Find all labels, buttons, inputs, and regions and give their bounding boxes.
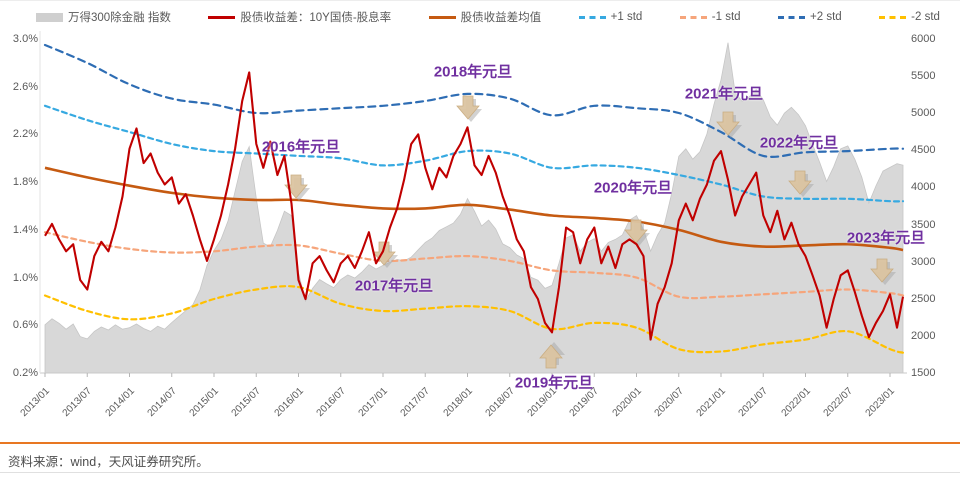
- legend-swatch-icon: [428, 15, 456, 19]
- legend-swatch-icon: [36, 12, 63, 22]
- legend-swatch-icon: [208, 15, 236, 19]
- chart-plot-svg: [39, 31, 907, 377]
- legend-swatch-icon: [879, 15, 907, 19]
- annotation-arrow-down-icon: [456, 95, 482, 122]
- annotation-label-7: 2023年元旦: [846, 229, 926, 247]
- legend-item-5: +2 std: [778, 11, 842, 23]
- legend-item-0: 万得300除金融 指数: [36, 9, 171, 25]
- annotation-label-0: 2016年元旦: [261, 138, 341, 156]
- annotation-arrow-down-icon: [716, 111, 742, 138]
- annotation-arrow-down-icon: [788, 170, 814, 197]
- left-axis-tick-label: 3.0%: [12, 33, 38, 45]
- legend-label: -2 std: [911, 11, 940, 23]
- right-axis-tick-label: 3000: [911, 255, 936, 268]
- p2-line: [43, 43, 905, 158]
- annotation-arrow-down-icon: [372, 241, 398, 268]
- legend-item-3: +1 std: [578, 11, 643, 23]
- m1-line: [43, 231, 905, 300]
- right-axis-tick-label: 1500: [911, 367, 936, 379]
- m2-line: [43, 285, 905, 354]
- legend-swatch-icon: [578, 15, 606, 19]
- legend-item-6: -2 std: [879, 11, 940, 23]
- annotation-arrow-down-icon: [870, 258, 896, 285]
- annotation-label-5: 2021年元旦: [684, 85, 764, 103]
- p1-line: [43, 104, 905, 203]
- left-axis-tick-label: 2.2%: [12, 128, 38, 141]
- legend-label: 股债收益差均值: [460, 12, 542, 24]
- left-axis-tick-label: 0.6%: [12, 319, 38, 332]
- annotation-label-6: 2022年元旦: [759, 134, 839, 152]
- right-axis-tick-label: 2000: [911, 329, 936, 342]
- right-axis-tick-label: 3500: [911, 218, 936, 231]
- annotation-label-1: 2017年元旦: [354, 277, 434, 295]
- legend-item-4: -1 std: [679, 11, 741, 23]
- left-axis-tick-label: 1.4%: [12, 223, 38, 236]
- annotation-label-2: 2018年元旦: [433, 63, 513, 81]
- legend-label: 万得300除金融 指数: [68, 12, 171, 24]
- bottom-border: [0, 472, 960, 473]
- spread-line: [44, 71, 905, 341]
- right-axis-tick-label: 5000: [911, 107, 936, 120]
- right-axis-tick-label: 4000: [911, 181, 936, 194]
- right-axis-tick-label: 2500: [911, 292, 936, 305]
- annotation-label-4: 2020年元旦: [593, 179, 673, 197]
- right-axis-tick-label: 4500: [911, 144, 936, 157]
- annotation-label-3: 2019年元旦: [514, 374, 594, 392]
- annotation-arrow-down-icon: [284, 174, 310, 201]
- left-axis-tick-label: 2.6%: [12, 80, 38, 93]
- divider-line: [0, 442, 960, 444]
- left-axis-tick-label: 1.0%: [12, 271, 38, 284]
- legend-label: 股债收益差：10Y国债-股息率: [240, 12, 392, 24]
- legend-swatch-icon: [679, 15, 707, 19]
- annotation-arrow-down-icon: [624, 219, 650, 246]
- legend-swatch-icon: [778, 15, 806, 19]
- mean-line: [44, 166, 904, 252]
- legend-item-2: 股债收益差均值: [428, 9, 542, 25]
- legend-label: +2 std: [810, 11, 842, 23]
- right-axis-tick-label: 5500: [911, 70, 936, 83]
- legend-label: +1 std: [610, 11, 643, 23]
- index-area: [44, 42, 904, 374]
- legend-item-1: 股债收益差：10Y国债-股息率: [208, 9, 391, 25]
- left-axis-tick-label: 1.8%: [12, 176, 38, 189]
- right-axis-tick-label: 6000: [911, 33, 936, 45]
- legend-label: -1 std: [711, 11, 741, 23]
- source-note: 资料来源：wind，天风证券研究所。: [8, 455, 209, 469]
- chart-legend: 万得300除金融 指数 股债收益差：10Y国债-股息率 股债收益差均值 +1 std -…: [36, 7, 940, 27]
- left-axis-tick-label: 0.2%: [12, 367, 38, 379]
- annotation-arrow-up-icon: [539, 342, 565, 369]
